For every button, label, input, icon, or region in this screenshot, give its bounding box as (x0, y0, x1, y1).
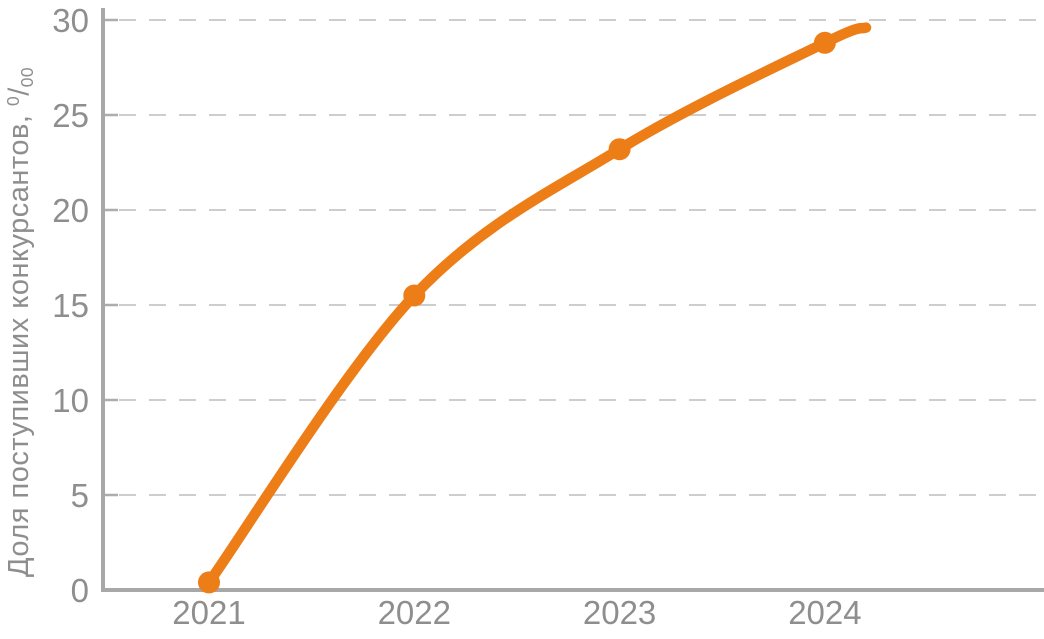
y-tick-label-30: 30 (52, 2, 89, 39)
data-point-2021 (198, 571, 220, 594)
x-tick-label-2022: 2022 (378, 594, 451, 631)
permille-unit: 0/00 (2, 66, 37, 106)
y-axis-title: Доля поступивших конкурсантов, 0/00 (3, 67, 38, 577)
y-tick-label-15: 15 (52, 287, 89, 324)
y-axis-title-text: Доля поступивших конкурсантов, (3, 114, 36, 578)
permille-sup: 0 (2, 95, 23, 106)
x-tick-label-2023: 2023 (583, 594, 656, 631)
data-point-2023 (608, 138, 631, 161)
y-tick-label-25: 25 (52, 97, 89, 134)
data-point-2024 (813, 31, 836, 54)
y-tick-label-20: 20 (52, 192, 89, 229)
x-tick-label-2024: 2024 (788, 594, 861, 631)
y-tick-label-0: 0 (71, 572, 89, 609)
x-tick-label-2021: 2021 (172, 594, 245, 631)
permille-sub: 00 (16, 66, 37, 88)
data-point-2022 (403, 284, 426, 307)
y-tick-label-5: 5 (71, 477, 89, 514)
permille-slash: / (3, 87, 36, 96)
y-tick-label-10: 10 (52, 382, 89, 419)
